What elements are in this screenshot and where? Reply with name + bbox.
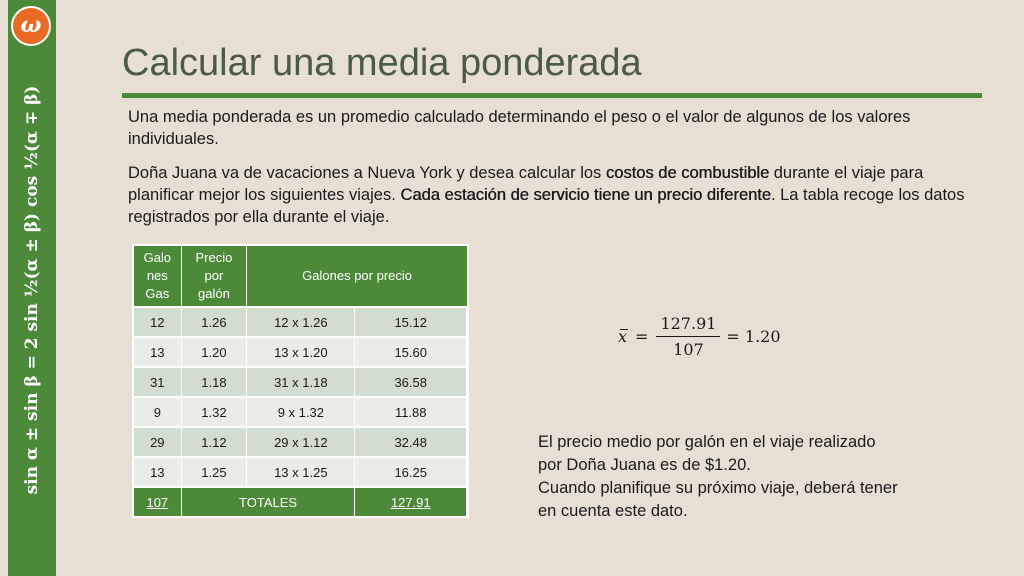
cell-calculo: 31 x 1.18 [247,368,356,398]
cell-producto: 11.88 [355,398,467,428]
formula-fraction: 127.91 107 [656,314,721,359]
data-table: Galo nes Gas Precio por galón Galones po… [132,244,469,518]
cell-galones: 13 [134,458,182,488]
cell-calculo: 13 x 1.25 [247,458,356,488]
conclusion-line: en cuenta este dato. [538,502,688,520]
total-label: TOTALES [181,488,356,516]
formula-result: = 1.20 [726,327,781,346]
table-row: 13 1.25 13 x 1.25 16.25 [134,458,467,488]
cell-calculo: 29 x 1.12 [247,428,356,458]
total-producto: 127.91 [355,488,467,516]
table-header-row: Galo nes Gas Precio por galón Galones po… [134,246,467,308]
sidebar-formula: sin α ± sin β = 2 sin ½(α ± β) cos ½(α ∓… [22,85,42,495]
table-row: 13 1.20 13 x 1.20 15.60 [134,338,467,368]
cell-precio: 1.12 [181,428,248,458]
formula-equals: = [635,327,649,346]
cell-galones: 31 [134,368,182,398]
cell-precio: 1.20 [181,338,248,368]
table-total-row: 107 TOTALES 127.91 [134,488,467,516]
conclusion-line: El precio medio por galón en el viaje re… [538,433,876,451]
cell-calculo: 12 x 1.26 [247,308,356,338]
cell-producto: 15.12 [355,308,467,338]
logo: ω [11,6,51,46]
header-galones: Galo nes Gas [134,246,182,308]
table-row: 29 1.12 29 x 1.12 32.48 [134,428,467,458]
cell-calculo: 13 x 1.20 [247,338,356,368]
cell-calculo: 9 x 1.32 [247,398,356,428]
header-galones-por-precio: Galones por precio [247,246,467,308]
cell-producto: 36.58 [355,368,467,398]
paragraph-scenario: Doña Juana va de vacaciones a Nueva York… [128,162,978,228]
bold-phrase: costos de combustible [605,164,770,182]
cell-precio: 1.26 [181,308,248,338]
cell-precio: 1.25 [181,458,248,488]
page-title: Calcular una media ponderada [122,42,642,84]
total-galones: 107 [134,488,182,516]
table-row: 12 1.26 12 x 1.26 15.12 [134,308,467,338]
cell-producto: 15.60 [355,338,467,368]
paragraph-text: durante el viaje para planificar mejor l… [128,164,924,204]
formula-lhs: x [618,327,629,346]
sidebar [8,0,56,576]
formula-numerator: 127.91 [656,314,721,337]
cell-galones: 13 [134,338,182,368]
paragraph-definition: Una media ponderada es un promedio calcu… [128,108,911,148]
title-underline [122,93,982,98]
cell-precio: 1.18 [181,368,248,398]
formula-denominator: 107 [673,340,704,359]
cell-galones: 12 [134,308,182,338]
table-row: 9 1.32 9 x 1.32 11.88 [134,398,467,428]
conclusion-line: por Doña Juana es de $1.20. [538,456,751,474]
conclusion-line: Cuando planifique su próximo viaje, debe… [538,479,898,497]
cell-producto: 16.25 [355,458,467,488]
cell-producto: 32.48 [355,428,467,458]
weighted-mean-formula: x = 127.91 107 = 1.20 [618,314,781,359]
cell-galones: 29 [134,428,182,458]
cell-galones: 9 [134,398,182,428]
cell-precio: 1.32 [181,398,248,428]
paragraph-text: . La tabla recoge los datos registrados … [128,186,965,226]
bold-phrase: Cada estación de servicio tiene un preci… [400,186,771,204]
conclusion-text: El precio medio por galón en el viaje re… [538,431,958,523]
paragraph-text: Doña Juana va de vacaciones a Nueva York… [128,164,606,182]
table-row: 31 1.18 31 x 1.18 36.58 [134,368,467,398]
header-precio: Precio por galón [181,246,248,308]
